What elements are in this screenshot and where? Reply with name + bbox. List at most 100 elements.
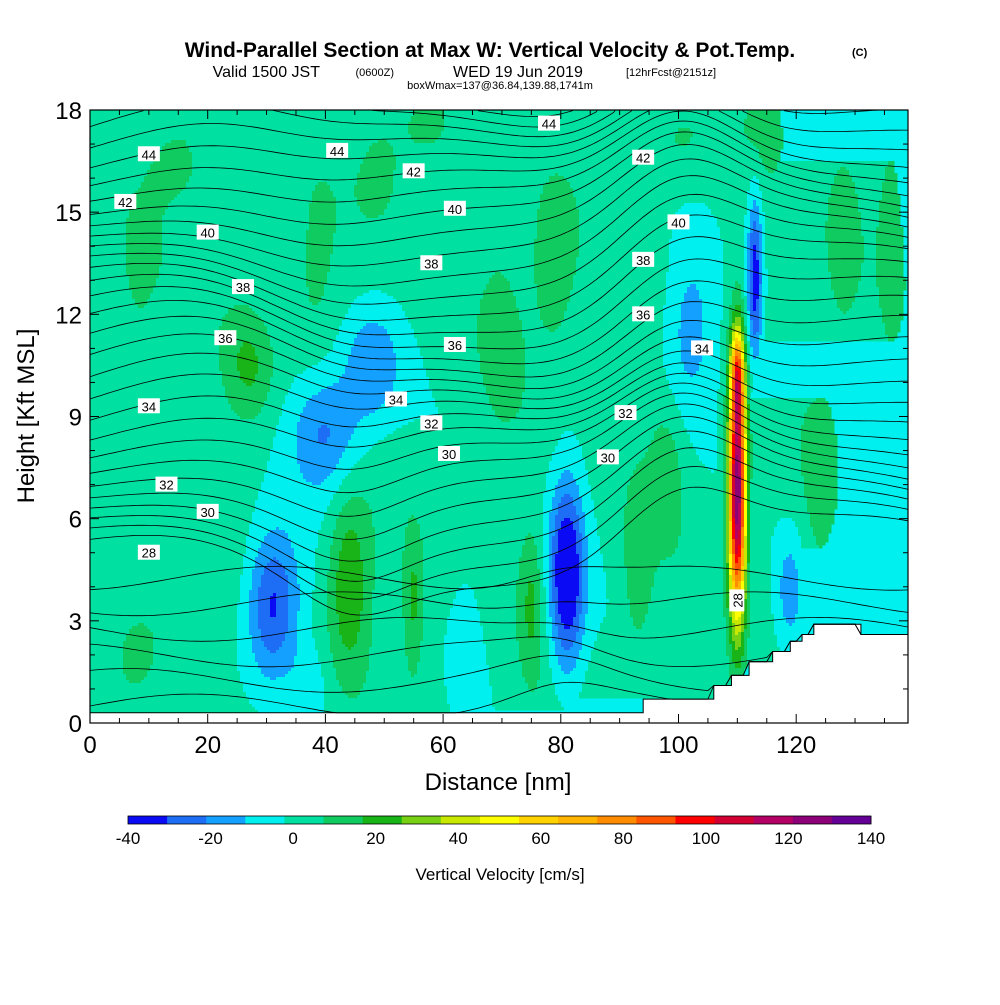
velocity-cell (684, 422, 718, 426)
velocity-cell (744, 251, 748, 255)
velocity-cell (333, 497, 352, 501)
velocity-cell (741, 416, 745, 420)
velocity-cell (162, 236, 307, 240)
velocity-cell (339, 614, 361, 618)
velocity-cell (573, 623, 580, 627)
velocity-cell (729, 635, 733, 639)
velocity-cell (735, 521, 739, 525)
velocity-cell (300, 599, 313, 603)
velocity-cell (327, 593, 337, 597)
velocity-cell (723, 557, 727, 561)
velocity-cell (732, 569, 736, 573)
velocity-cell (585, 632, 598, 636)
velocity-cell (522, 398, 676, 402)
velocity-cell (582, 509, 595, 513)
velocity-cell (741, 509, 745, 513)
velocity-cell (738, 410, 742, 414)
velocity-cell (750, 305, 754, 309)
velocity-cell (447, 686, 493, 690)
velocity-cell (666, 368, 685, 372)
velocity-cell (633, 617, 646, 621)
velocity-cell (558, 605, 577, 609)
velocity-cell (270, 458, 298, 462)
velocity-cell (723, 509, 727, 513)
velocity-cell (876, 284, 907, 288)
velocity-cell (243, 554, 259, 558)
velocity-cell (267, 395, 286, 399)
velocity-cell (327, 440, 349, 444)
velocity-cell (249, 599, 259, 603)
velocity-cell (375, 587, 403, 591)
velocity-cell (723, 443, 727, 447)
velocity-cell (813, 401, 829, 405)
velocity-cell (750, 293, 754, 297)
velocity-cell (570, 182, 751, 186)
velocity-cell (579, 494, 592, 498)
velocity-cell (396, 359, 424, 363)
velocity-cell (576, 530, 580, 534)
velocity-cell (876, 236, 904, 240)
velocity-cell (90, 158, 157, 162)
velocity-cell (123, 641, 154, 645)
velocity-cell (744, 494, 748, 498)
velocity-cell (405, 635, 424, 639)
velocity-cell (393, 431, 565, 435)
velocity-cell (735, 560, 739, 564)
velocity-cell (765, 212, 829, 216)
velocity-cell (762, 329, 766, 333)
velocity-cell (810, 404, 829, 408)
velocity-cell (663, 335, 679, 339)
x-tick-label: 0 (83, 732, 96, 759)
velocity-cell (531, 533, 544, 537)
velocity-cell (672, 434, 691, 438)
velocity-cell (288, 617, 298, 621)
velocity-cell (729, 671, 745, 675)
velocity-cell (795, 617, 805, 621)
velocity-cell (603, 566, 628, 570)
velocity-cell (525, 680, 538, 684)
velocity-cell (747, 419, 751, 423)
velocity-cell (597, 518, 625, 522)
velocity-cell (537, 227, 580, 231)
velocity-cell (711, 209, 748, 213)
velocity-cell (420, 530, 544, 534)
velocity-cell (348, 356, 397, 360)
velocity-cell (594, 500, 628, 504)
velocity-cell (285, 398, 310, 402)
velocity-cell (678, 455, 700, 459)
velocity-cell (423, 590, 457, 594)
velocity-cell (258, 602, 271, 606)
velocity-cell (762, 266, 766, 270)
velocity-cell (756, 224, 763, 228)
velocity-cell (750, 308, 754, 312)
velocity-cell (726, 473, 730, 477)
velocity-cell (744, 428, 748, 432)
velocity-cell (741, 548, 745, 552)
velocity-cell (357, 173, 394, 177)
velocity-cell (732, 563, 736, 567)
velocity-cell (732, 455, 736, 459)
velocity-cell (738, 344, 742, 348)
velocity-cell (735, 524, 742, 528)
velocity-cell (741, 446, 745, 450)
velocity-cell (747, 515, 751, 519)
velocity-cell (411, 134, 442, 138)
colorbar-swatch (167, 816, 207, 824)
theta-contour-line (90, 120, 908, 203)
velocity-cell (744, 542, 748, 546)
velocity-cell (759, 284, 763, 288)
velocity-cell (537, 215, 580, 219)
velocity-cell (192, 167, 361, 171)
velocity-cell (153, 161, 193, 165)
velocity-cell (744, 545, 748, 549)
velocity-cell (747, 197, 763, 201)
velocity-cell (729, 395, 733, 399)
velocity-cell (579, 218, 676, 222)
velocity-cell (747, 350, 751, 354)
velocity-cell (858, 284, 877, 288)
velocity-cell (363, 416, 442, 420)
velocity-cell (597, 527, 625, 531)
velocity-cell (768, 293, 835, 297)
velocity-cell (747, 467, 751, 471)
velocity-cell (741, 614, 745, 618)
